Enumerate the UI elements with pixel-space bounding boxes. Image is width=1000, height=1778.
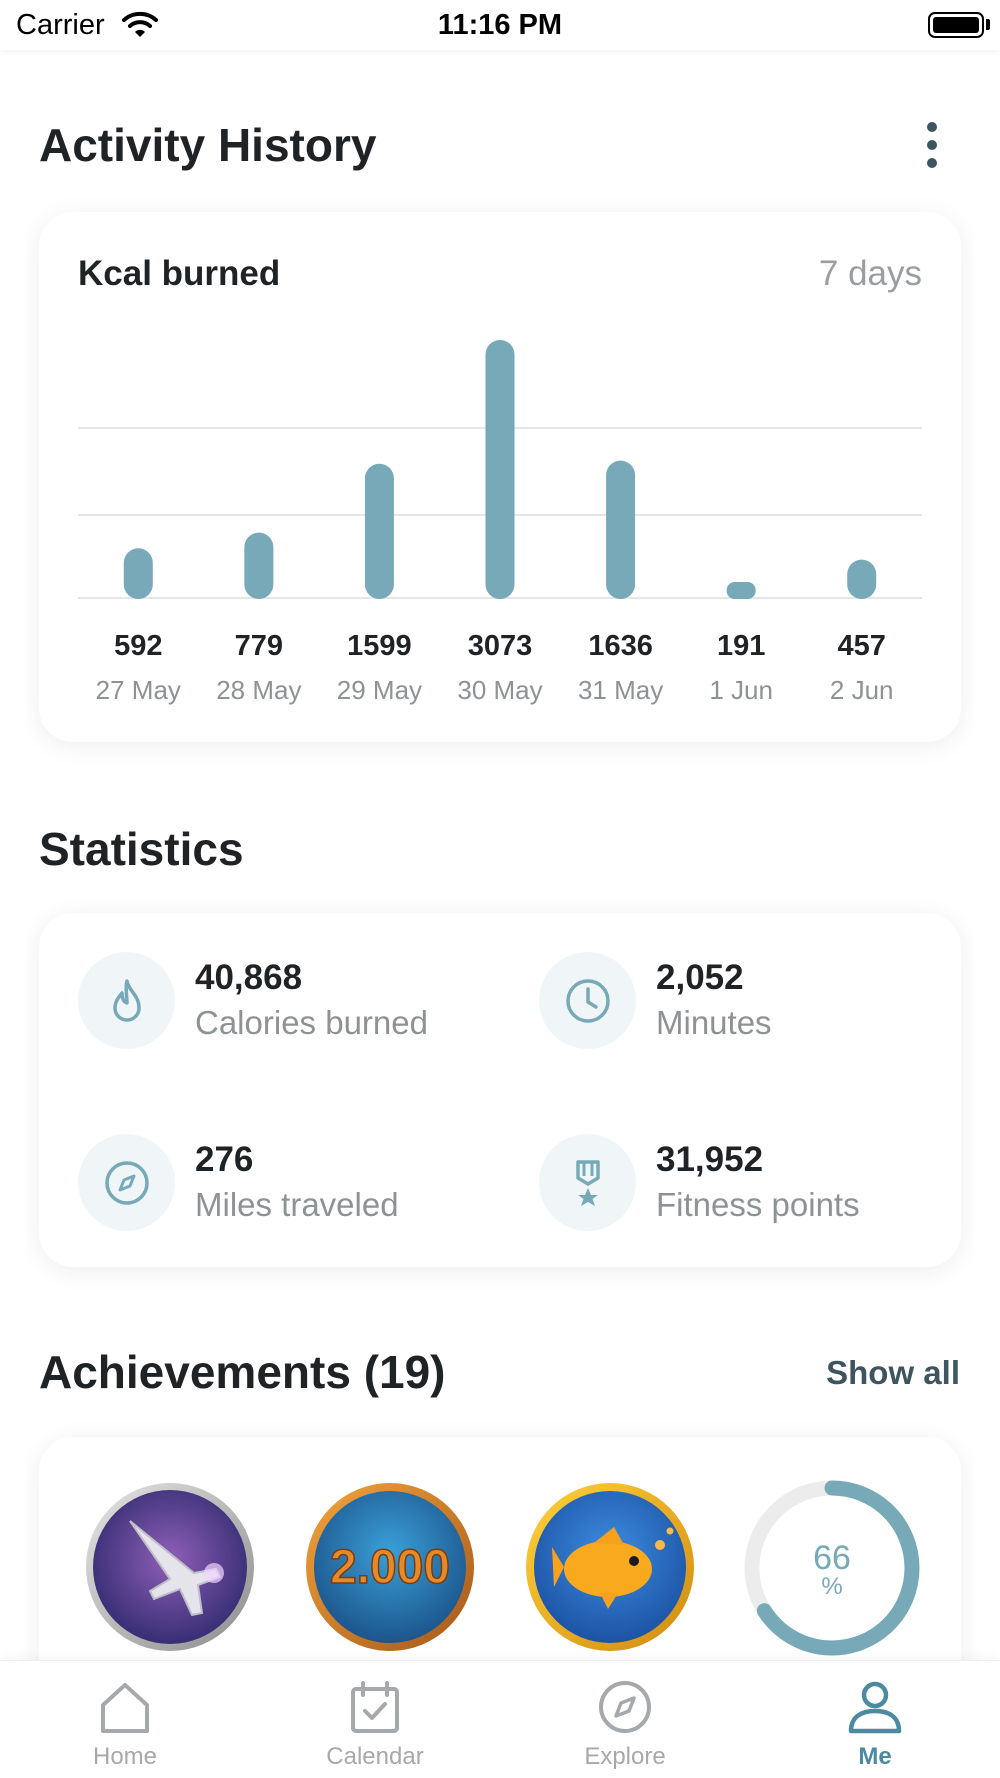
badge-2000-text: 2.000	[330, 1541, 450, 1594]
chart-value-label: 592	[114, 630, 162, 662]
chart-value-label: 1636	[588, 630, 653, 662]
2000-badge-icon[interactable]: 2.000	[304, 1481, 476, 1653]
more-dot-icon	[927, 158, 937, 168]
stat-value: 40,868	[195, 958, 303, 997]
progress-unit: %	[821, 1573, 842, 1600]
user-icon	[848, 1681, 902, 1734]
chart-category-label: 2 Jun	[830, 675, 894, 705]
show-all-link[interactable]: Show all	[826, 1354, 960, 1391]
achievements-title: Achievements (19)	[39, 1346, 446, 1398]
stat-label: Minutes	[656, 1004, 772, 1041]
stat-calories: 40,868 Calories burned	[78, 952, 508, 1052]
chart-category-label: 30 May	[457, 675, 542, 705]
tab-label: Calendar	[326, 1743, 424, 1770]
chart-category-label: 28 May	[216, 675, 301, 705]
battery-cap	[986, 19, 990, 30]
more-dot-icon	[927, 140, 937, 150]
tab-home[interactable]: Home	[0, 1661, 250, 1778]
chart-value-label: 457	[838, 630, 886, 662]
stat-label: Fitness points	[656, 1186, 860, 1223]
chart-bar[interactable]	[123, 548, 153, 599]
clock-time: 11:16 PM	[437, 9, 563, 41]
stat-miles: 276 Miles traveled	[78, 1134, 508, 1234]
chart-value-label: 1599	[347, 630, 412, 662]
more-options-button[interactable]	[912, 122, 952, 168]
statistics-card: 40,868 Calories burned 2,052 Minutes 276…	[39, 913, 961, 1267]
progress-value: 66	[813, 1539, 851, 1577]
kcal-chart-card: Kcal burned 7 days 592 27 May 779 28 May 159…	[39, 212, 961, 742]
chart-bar[interactable]	[364, 463, 394, 599]
goldfish-badge-icon[interactable]	[524, 1481, 696, 1653]
tab-label: Explore	[584, 1743, 666, 1770]
statistics-title: Statistics	[39, 823, 244, 875]
activity-history-title: Activity History	[39, 119, 377, 171]
stat-fitness-points: 31,952 Fitness points	[539, 1134, 969, 1234]
tab-calendar[interactable]: Calendar	[250, 1661, 500, 1778]
chart-value-label: 3073	[468, 630, 533, 662]
chart-category-label: 31 May	[578, 675, 663, 705]
compass-icon	[78, 1134, 175, 1231]
battery-icon	[928, 12, 984, 38]
medal-icon	[539, 1134, 636, 1231]
stat-value: 276	[195, 1140, 254, 1179]
chart-title: Kcal burned	[78, 254, 281, 293]
chart-bar[interactable]	[606, 460, 636, 599]
chart-bar[interactable]	[244, 532, 274, 599]
tab-me[interactable]: Me	[750, 1661, 1000, 1778]
chart-category-label: 29 May	[337, 675, 422, 705]
stat-value: 31,952	[656, 1140, 764, 1179]
chart-category-label: 27 May	[96, 675, 181, 705]
compass-icon	[599, 1681, 651, 1733]
tab-label: Home	[92, 1743, 158, 1770]
jet-badge-icon[interactable]	[84, 1481, 256, 1653]
chart-value-label: 779	[235, 630, 283, 662]
wifi-icon	[122, 11, 158, 37]
stat-label: Calories burned	[195, 1004, 428, 1041]
chart-period-selector[interactable]: 7 days	[818, 254, 922, 293]
calendar-icon	[351, 1681, 399, 1733]
chart-bar[interactable]	[726, 581, 756, 599]
chart-bar[interactable]	[485, 340, 515, 599]
stat-label: Miles traveled	[195, 1186, 399, 1223]
achievement-progress-ring[interactable]: 66 %	[742, 1478, 922, 1658]
more-dot-icon	[927, 122, 937, 132]
chart-bar[interactable]	[847, 559, 877, 599]
status-bar: Carrier 11:16 PM	[0, 0, 1000, 50]
home-icon	[101, 1683, 149, 1733]
stat-value: 2,052	[656, 958, 744, 997]
chart-value-label: 191	[717, 630, 765, 662]
tab-explore[interactable]: Explore	[500, 1661, 750, 1778]
carrier-label: Carrier	[16, 9, 105, 41]
progress-arc	[744, 1480, 920, 1656]
clock-icon	[539, 952, 636, 1049]
stat-minutes: 2,052 Minutes	[539, 952, 969, 1052]
chart-category-label: 1 Jun	[709, 675, 773, 705]
tab-bar: Home Calendar Explore Me	[0, 1660, 1000, 1778]
flame-icon	[78, 952, 175, 1049]
tab-label: Me	[858, 1743, 892, 1770]
kcal-bar-chart: 592 27 May 779 28 May 1599 29 May 3073 30 May 16…	[78, 340, 922, 705]
